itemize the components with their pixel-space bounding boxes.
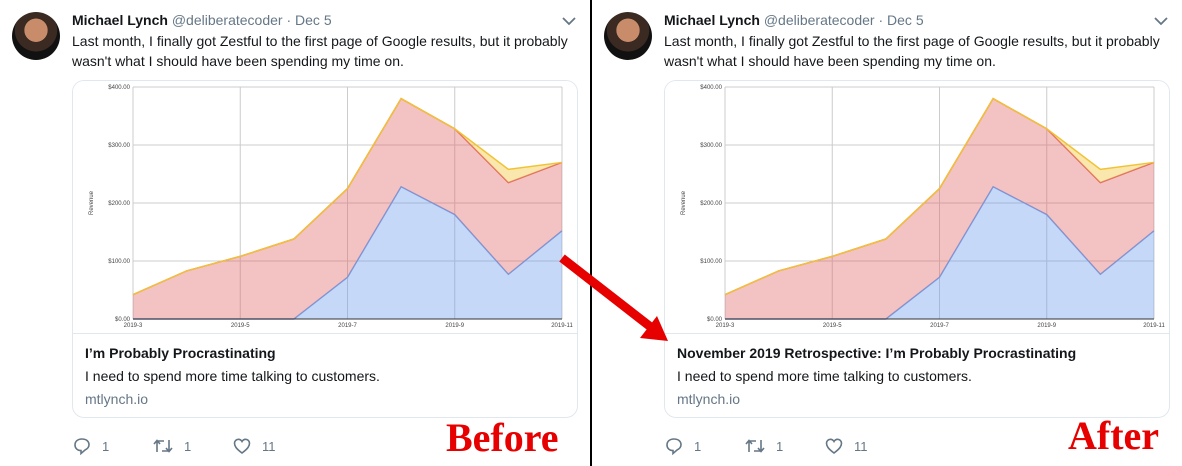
card-domain: mtlynch.io xyxy=(677,391,741,407)
after-label: After xyxy=(1068,413,1160,458)
y-tick-label: $100.00 xyxy=(700,259,722,265)
chart-background xyxy=(73,81,577,333)
x-tick-label: 2019-9 xyxy=(1037,323,1056,329)
y-axis-label: Revenue xyxy=(89,190,95,215)
y-tick-label: $100.00 xyxy=(108,259,130,265)
card-title: November 2019 Retrospective: I’m Probabl… xyxy=(677,345,1077,361)
avatar[interactable] xyxy=(604,12,652,60)
y-tick-label: $0.00 xyxy=(707,317,723,323)
chevron-down-icon[interactable] xyxy=(1152,12,1170,30)
like-button[interactable]: 11 xyxy=(824,436,868,456)
before-label: Before xyxy=(446,415,559,460)
author-handle[interactable]: @deliberatecoder xyxy=(171,12,283,28)
like-icon xyxy=(825,438,843,455)
like-icon xyxy=(233,438,251,455)
y-tick-label: $400.00 xyxy=(108,85,130,91)
x-tick-label: 2019-11 xyxy=(551,323,573,329)
reply-icon xyxy=(666,438,682,456)
avatar[interactable] xyxy=(12,12,60,60)
y-tick-label: $300.00 xyxy=(108,143,130,149)
link-card[interactable]: $400.00 $300.00 $200.00 $100.00 $0.00 2019-3 2… xyxy=(72,80,578,418)
x-tick-label: 2019-3 xyxy=(124,323,143,329)
x-tick-label: 2019-11 xyxy=(1143,323,1165,329)
series-area-0 xyxy=(725,186,1154,319)
chevron-down-icon[interactable] xyxy=(560,12,578,30)
card-title: I’m Probably Procrastinating xyxy=(85,345,276,361)
y-tick-label: $200.00 xyxy=(700,201,722,207)
retweet-button[interactable]: 1 xyxy=(152,436,191,456)
author-name[interactable]: Michael Lynch xyxy=(72,12,168,28)
separator: · xyxy=(286,12,292,28)
x-tick-label: 2019-7 xyxy=(930,323,949,329)
like-button[interactable]: 11 xyxy=(232,436,276,456)
reply-button[interactable]: 1 xyxy=(664,436,701,456)
series-area-1 xyxy=(725,98,1154,319)
tweet-text: Last month, I finally got Zestful to the… xyxy=(72,33,568,69)
tweet-actions: 1 1 11 xyxy=(72,436,372,460)
chart-background xyxy=(665,81,1169,333)
retweet-icon xyxy=(745,439,765,453)
series-line-2 xyxy=(724,97,1155,296)
link-card[interactable]: $400.00 $300.00 $200.00 $100.00 $0.00 2019-3 2… xyxy=(664,80,1170,418)
like-count: 11 xyxy=(854,438,868,454)
y-tick-label: $400.00 xyxy=(700,85,722,91)
retweet-count: 1 xyxy=(184,438,192,454)
tweet-header: Michael Lynch @deliberatecoder · Dec 5 xyxy=(664,12,924,28)
series-area-0 xyxy=(133,186,562,319)
retweet-count: 1 xyxy=(776,438,784,454)
reply-icon xyxy=(74,438,90,456)
tweet-date[interactable]: Dec 5 xyxy=(887,12,924,28)
card-description: I need to spend more time talking to cus… xyxy=(85,368,380,384)
tweet-actions: 1 1 11 xyxy=(664,436,964,460)
reply-count: 1 xyxy=(694,438,702,454)
retweet-button[interactable]: 1 xyxy=(744,436,783,456)
x-tick-label: 2019-7 xyxy=(338,323,357,329)
x-tick-label: 2019-5 xyxy=(231,323,250,329)
author-handle[interactable]: @deliberatecoder xyxy=(763,12,875,28)
tweet-before: Michael Lynch @deliberatecoder · Dec 5 L… xyxy=(0,0,590,466)
card-description: I need to spend more time talking to cus… xyxy=(677,368,972,384)
y-tick-label: $0.00 xyxy=(115,317,131,323)
x-tick-label: 2019-3 xyxy=(716,323,735,329)
y-axis-label: Revenue xyxy=(681,190,687,215)
tweet-after: Michael Lynch @deliberatecoder · Dec 5 L… xyxy=(592,0,1182,466)
card-domain: mtlynch.io xyxy=(85,391,149,407)
reply-count: 1 xyxy=(102,438,110,454)
separator: · xyxy=(878,12,884,28)
reply-button[interactable]: 1 xyxy=(72,436,109,456)
series-line-2 xyxy=(132,97,563,296)
y-tick-label: $200.00 xyxy=(108,201,130,207)
retweet-icon xyxy=(153,439,173,453)
x-tick-label: 2019-9 xyxy=(445,323,464,329)
divider xyxy=(590,0,592,466)
tweet-text: Last month, I finally got Zestful to the… xyxy=(664,33,1160,69)
author-name[interactable]: Michael Lynch xyxy=(664,12,760,28)
like-count: 11 xyxy=(262,438,276,454)
tweet-header: Michael Lynch @deliberatecoder · Dec 5 xyxy=(72,12,332,28)
series-area-1 xyxy=(133,98,562,319)
tweet-date[interactable]: Dec 5 xyxy=(295,12,332,28)
y-tick-label: $300.00 xyxy=(700,143,722,149)
x-tick-label: 2019-5 xyxy=(823,323,842,329)
